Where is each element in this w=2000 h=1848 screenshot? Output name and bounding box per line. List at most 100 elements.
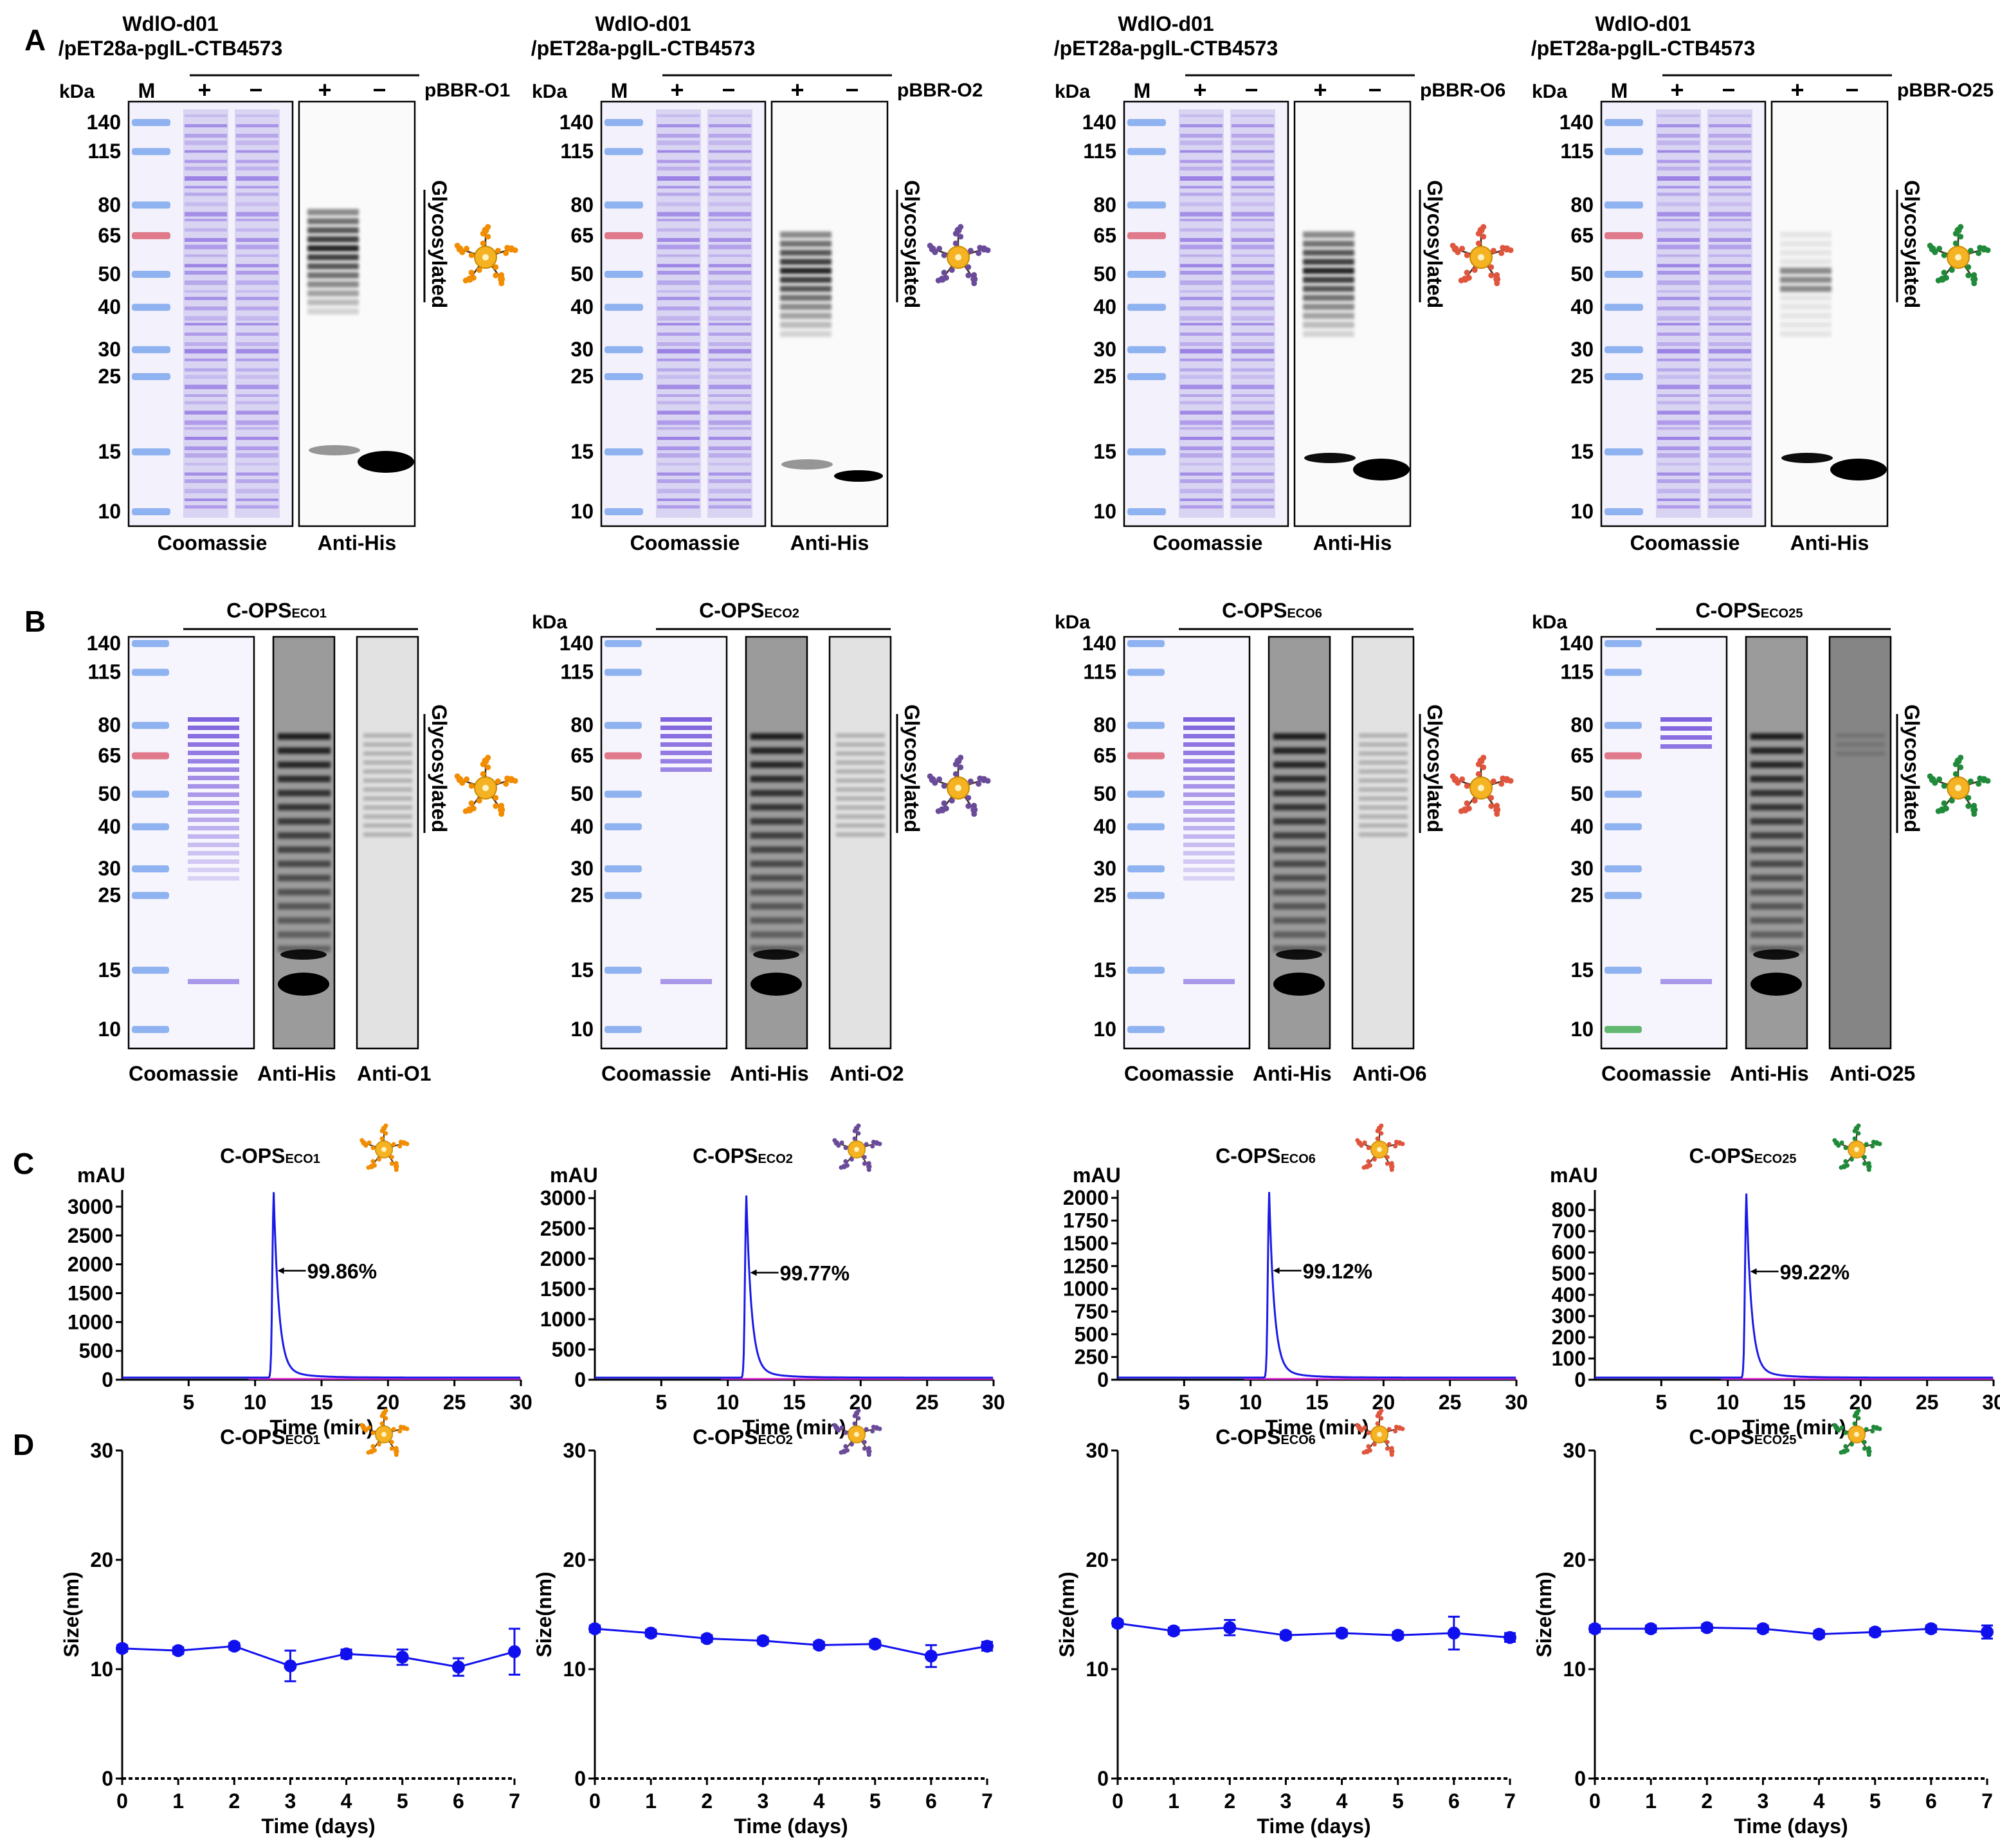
glycan-sugar (1929, 245, 1936, 253)
hplc-y-tick-label: 0 (1574, 1368, 1586, 1391)
coomassie-band (1180, 375, 1223, 379)
glycan-core-center (1955, 785, 1961, 791)
glycan-sugar (397, 1429, 403, 1434)
glycan-sugar (1864, 1427, 1869, 1432)
glycan-sugar (1967, 778, 1974, 785)
dls-x-tick-label: 6 (453, 1789, 464, 1813)
coomassie-band (657, 114, 700, 117)
host-plasmid-label: /pET28a-pglL-CTB4573 (1054, 37, 1278, 60)
dls-x-tick-label: 3 (1758, 1789, 1769, 1813)
coomassie-caption: Coomassie (129, 1062, 239, 1085)
coomassie-ladder-band (1183, 742, 1235, 747)
coomassie-band (1232, 264, 1274, 268)
blot-anti-o-band (1359, 760, 1408, 765)
coomassie-band (1180, 124, 1223, 127)
anti-his-caption: Anti-His (730, 1062, 809, 1085)
coomassie-band (709, 358, 751, 361)
hplc-x-tick-label: 10 (244, 1391, 267, 1414)
anti-his-caption: Anti-His (1790, 531, 1869, 554)
glycan-sugar (1362, 1140, 1367, 1146)
glycan-sugar (980, 245, 988, 253)
blot-anti-o-band (836, 823, 885, 828)
glycan-sugar (967, 248, 974, 254)
coomassie-band (657, 297, 700, 300)
coomassie-band (709, 290, 751, 293)
coomassie-band (185, 505, 227, 509)
blot-glyco-band (1303, 286, 1354, 292)
glycan-sugar (397, 1144, 403, 1149)
coomassie-band (1232, 202, 1274, 206)
coomassie-band (657, 368, 700, 372)
glycosylated-label: Glycosylated (1423, 180, 1446, 308)
coomassie-band (1657, 385, 1700, 389)
coomassie-band (1232, 358, 1274, 361)
mw-marker-label: 25 (1570, 365, 1594, 388)
coomassie-band (1709, 297, 1751, 300)
coomassie-band (657, 254, 700, 257)
ladder-band (1127, 966, 1165, 974)
coomassie-band (1180, 499, 1223, 501)
glycan-sugar (1379, 1131, 1384, 1136)
host-plasmid-label: /pET28a-pglL-CTB4573 (59, 37, 283, 60)
coomassie-band (236, 505, 278, 509)
coomassie-band (1709, 176, 1751, 181)
coomassie-band (236, 186, 278, 188)
panel-letter-d: D (13, 1428, 34, 1461)
dls-y-tick-label: 20 (1563, 1548, 1586, 1571)
coomassie-gel-box (1600, 636, 1728, 1050)
coomassie-ladder-band (1183, 726, 1235, 730)
blot-glyco-band (780, 232, 832, 238)
dls-title: C-OPSECO6 (1215, 1425, 1316, 1449)
blot-glyco-band (780, 250, 832, 256)
coomassie-band (709, 228, 751, 232)
glycan-sugar (376, 1441, 381, 1447)
mw-marker-label: 140 (87, 111, 121, 134)
glycan-sugar (949, 798, 955, 804)
dls-y-tick-label: 10 (1086, 1658, 1109, 1681)
blot-glyco-band (278, 889, 331, 895)
glycan-sugar (1464, 270, 1470, 276)
coomassie-band (709, 150, 751, 153)
coomassie-band (236, 228, 278, 232)
coomassie-band (1709, 134, 1751, 138)
hplc-x-tick-label: 10 (1239, 1391, 1262, 1414)
mw-marker-label: 10 (1093, 1018, 1116, 1041)
coomassie-band (709, 420, 751, 425)
coomassie-band (185, 134, 227, 138)
lane-minus-label: − (722, 77, 735, 103)
coomassie-band (1657, 437, 1700, 440)
coomassie-band (709, 375, 751, 379)
hplc-y-tick-label: 500 (79, 1339, 113, 1362)
glycan-sugar (1929, 776, 1936, 783)
hplc-x-tick-label: 20 (1850, 1391, 1873, 1414)
glycan-sugar (1364, 1164, 1370, 1169)
dls-data-point (1868, 1625, 1882, 1639)
ladder-band (132, 791, 169, 798)
blot-glyco-band (1273, 747, 1326, 754)
dls-y-tick-label: 30 (1086, 1439, 1109, 1462)
mw-marker-label: 40 (98, 295, 121, 318)
coomassie-band (236, 254, 278, 257)
dls-data-point (812, 1638, 826, 1652)
coomassie-band (1709, 499, 1751, 501)
coomassie-band (236, 462, 278, 466)
mw-marker-label: 115 (87, 140, 121, 163)
coomassie-band (236, 238, 278, 242)
cops-title: C-OPSECO6 (1222, 599, 1322, 622)
coomassie-band (657, 160, 700, 163)
coomassie-band (1232, 499, 1274, 501)
coomassie-band (1709, 186, 1751, 188)
blot-glyco-band (750, 917, 803, 924)
ladder-band (1127, 892, 1165, 899)
coomassie-band (1657, 427, 1700, 430)
ladder-band (1127, 1026, 1165, 1033)
glycan-sugar (1839, 1140, 1844, 1146)
coomassie-band (236, 472, 278, 476)
anti-his-caption: Anti-His (1730, 1062, 1809, 1085)
glycan-sugar (967, 778, 974, 785)
coomassie-band (185, 420, 227, 425)
ladder-band (1127, 823, 1165, 830)
dls-y-label: Size(nm) (1532, 1571, 1556, 1657)
coomassie-band (185, 453, 227, 458)
blot-anti-o-band (363, 751, 412, 756)
